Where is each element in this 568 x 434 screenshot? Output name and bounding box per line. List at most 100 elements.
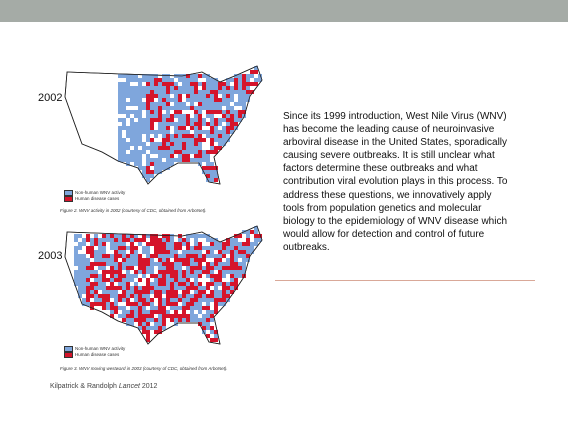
map-shape (166, 310, 170, 314)
map-shape (194, 282, 198, 286)
map-shape (122, 158, 126, 162)
map-shape (226, 78, 230, 82)
map-shape (142, 270, 146, 274)
map-shape (238, 90, 242, 94)
map-shape (258, 78, 262, 82)
map-shape (134, 314, 138, 318)
map-shape (178, 126, 182, 130)
paragraph: Since its 1999 introduction, West Nile V… (283, 110, 553, 254)
map-shape (178, 158, 182, 162)
caption: Figure 2. WNV activity in 2002 (courtesy… (60, 208, 207, 213)
map-shape (150, 258, 154, 262)
map-shape (130, 254, 134, 258)
map-shape (86, 294, 90, 298)
map-shape (206, 310, 210, 314)
map-shape (238, 250, 242, 254)
map-shape (218, 290, 222, 294)
map-shape (202, 322, 206, 326)
map-shape (134, 290, 138, 294)
map-shape (110, 314, 114, 318)
map-shape (222, 94, 226, 98)
map-shape (166, 126, 170, 130)
map-shape (122, 282, 126, 286)
map-shape (134, 270, 138, 274)
map-shape (142, 166, 146, 170)
map-shape (138, 258, 142, 262)
map-shape (158, 266, 162, 270)
map-shape (194, 122, 198, 126)
map-shape (166, 290, 170, 294)
map-shape (178, 138, 182, 142)
map-shape (218, 134, 222, 138)
map-shape (130, 138, 134, 142)
map-shape (230, 254, 234, 258)
map-shape (154, 290, 158, 294)
map-shape (202, 122, 206, 126)
map-shape (194, 134, 198, 138)
map-shape (174, 246, 178, 250)
map-shape (126, 246, 130, 250)
map-shape (182, 134, 186, 138)
map-shape (254, 78, 258, 82)
map-shape (106, 258, 110, 262)
map-shape (186, 158, 190, 162)
map-shape (206, 246, 210, 250)
map-shape (98, 298, 102, 302)
map-shape (226, 258, 230, 262)
map-shape (94, 290, 98, 294)
map-shape (126, 126, 130, 130)
map-shape (150, 122, 154, 126)
map-shape (114, 266, 118, 270)
map-shape (82, 262, 86, 266)
map-shape (170, 90, 174, 94)
map-shape (206, 314, 210, 318)
map-shape (170, 262, 174, 266)
map-shape (162, 94, 166, 98)
map-shape (110, 306, 114, 310)
map-shape (130, 150, 134, 154)
map-shape (150, 102, 154, 106)
map-shape (86, 298, 90, 302)
map-shape (190, 298, 194, 302)
map-shape (146, 130, 150, 134)
map-shape (150, 306, 154, 310)
map-shape (222, 294, 226, 298)
map-shape (194, 254, 198, 258)
map-shape (166, 266, 170, 270)
map-shape (158, 106, 162, 110)
map-shape (214, 338, 218, 342)
map-shape (158, 330, 162, 334)
map-shape (110, 270, 114, 274)
map-shape (222, 302, 226, 306)
map-shape (102, 266, 106, 270)
map-shape (210, 146, 214, 150)
map-shape (130, 130, 134, 134)
map-shape (186, 302, 190, 306)
map-shape (206, 150, 210, 154)
map-shape (86, 282, 90, 286)
map-shape (134, 98, 138, 102)
paragraph-line: has become the leading cause of neuroinv… (283, 124, 495, 136)
map-shape (214, 178, 218, 182)
citation-year: 2012 (141, 383, 158, 390)
map (64, 225, 263, 345)
map-shape (118, 238, 122, 242)
map-shape (170, 238, 174, 242)
map-shape (130, 266, 134, 270)
map-shape (114, 246, 118, 250)
map-shape (178, 254, 182, 258)
map-shape (142, 258, 146, 262)
map-shape (110, 266, 114, 270)
map-shape (110, 310, 114, 314)
map-shape (158, 314, 162, 318)
map-shape (126, 82, 130, 86)
map-shape (210, 78, 214, 82)
map-shape (162, 282, 166, 286)
map-shape (210, 82, 214, 86)
map-shape (118, 86, 122, 90)
map-shape (214, 274, 218, 278)
map-shape (150, 298, 154, 302)
map-shape (154, 238, 158, 242)
map-shape (214, 150, 218, 154)
map-shape (162, 78, 166, 82)
